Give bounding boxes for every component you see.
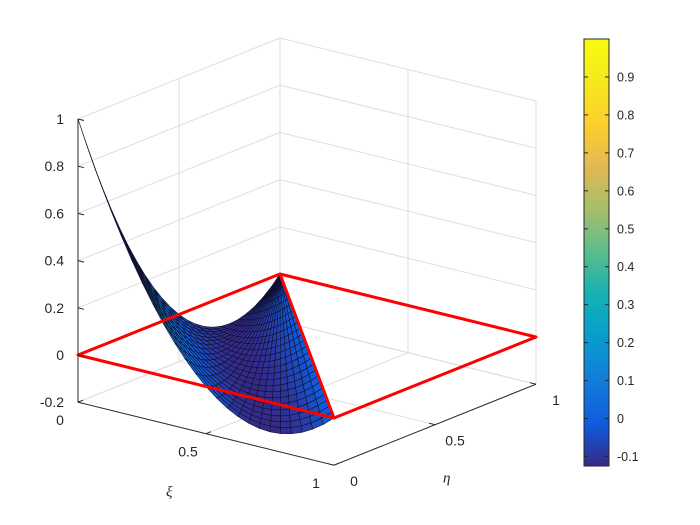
z-tick-label: 0.4 [45, 253, 65, 269]
surface-patch [268, 359, 276, 368]
z-tick-label: 0.2 [45, 300, 65, 316]
colorbar-tick-label: 0.6 [617, 184, 634, 198]
surface-patch [272, 384, 281, 393]
colorbar-tick-label: 0.4 [617, 260, 634, 274]
z-tick-label: 0.6 [45, 205, 65, 221]
grid-line [77, 179, 537, 262]
x-tick-mark [333, 462, 340, 466]
grid-line [77, 84, 537, 167]
y-tick-mark [529, 382, 537, 385]
surface-patch [269, 426, 282, 434]
x-tick-mark [205, 431, 212, 435]
colorbar-tick-label: 0.2 [617, 336, 634, 350]
grid-line [77, 226, 537, 309]
axis-labels: ξ η [166, 471, 450, 501]
surface-patch [269, 353, 276, 362]
colorbar-bar [583, 38, 610, 467]
z-tick-mark [77, 260, 85, 263]
surface-patch [272, 378, 281, 387]
colorbar-tick-label: 0.3 [617, 298, 634, 312]
surface-patch [280, 427, 292, 435]
y-axis-label: η [443, 471, 450, 487]
domain-outline [76, 272, 538, 420]
y-tick-label: 0.5 [445, 433, 465, 449]
colorbar-tick-label: 0.9 [617, 70, 634, 84]
surface-patch [266, 372, 275, 381]
surface-patch [290, 425, 303, 435]
outline-square [76, 272, 538, 420]
colorbar-tick-label: 0.1 [617, 374, 634, 388]
colorbar-tick-label: 0.5 [617, 222, 634, 236]
surface-patch [258, 379, 268, 387]
surface-patch [264, 391, 274, 399]
z-tick-mark [77, 212, 85, 216]
z-tick-mark [77, 307, 85, 310]
surface-patch [267, 366, 275, 375]
x-tick-label: 0.5 [178, 444, 198, 460]
z-tick-label: 0 [56, 347, 64, 363]
x-tick-label: 0 [56, 412, 64, 428]
surface-patch [280, 408, 291, 417]
z-tick-mark [77, 401, 85, 405]
outline-hypotenuse [278, 273, 336, 419]
surface-patch [260, 373, 269, 381]
z-tick-mark [77, 165, 85, 169]
surface-patch [265, 379, 275, 387]
grid-line [77, 37, 537, 120]
y-tick-label: 0 [350, 473, 358, 489]
z-tick-mark [77, 118, 85, 121]
grid-line [77, 131, 537, 214]
colorbar-tick-label: 0.7 [617, 146, 634, 160]
surface-patch [270, 409, 281, 417]
y-tick-mark [327, 463, 335, 466]
x-tick-mark [77, 399, 84, 403]
tick-labels: -0.2 0 0.2 0.4 0.6 0.8 1 0 0.5 1 0 0.5 1 [40, 111, 560, 491]
z-tick-label: 0.8 [45, 158, 65, 174]
colorbar-tick-label: -0.1 [617, 450, 639, 464]
surface-patch [280, 421, 292, 429]
x-axis-label: ξ [166, 485, 173, 501]
surface-patch [265, 385, 274, 393]
y-tick-mark [428, 422, 436, 426]
colorbar-tick-label: 0.8 [617, 108, 634, 122]
grid-line [279, 320, 537, 385]
z-tick-mark [77, 354, 85, 357]
colorbar-tick-label: 0 [617, 412, 624, 426]
z-tick-label: -0.2 [40, 394, 64, 410]
colorbar: -0.1 0 0.1 0.2 0.3 0.4 0.5 0.6 0.7 0.8 0.9 [583, 38, 639, 467]
surface-patch [272, 390, 281, 399]
y-tick-label: 1 [552, 392, 560, 408]
surface-patch [280, 414, 291, 423]
x-tick-label: 1 [312, 475, 320, 491]
surface-mesh [77, 118, 335, 435]
z-tick-label: 1 [56, 111, 64, 127]
